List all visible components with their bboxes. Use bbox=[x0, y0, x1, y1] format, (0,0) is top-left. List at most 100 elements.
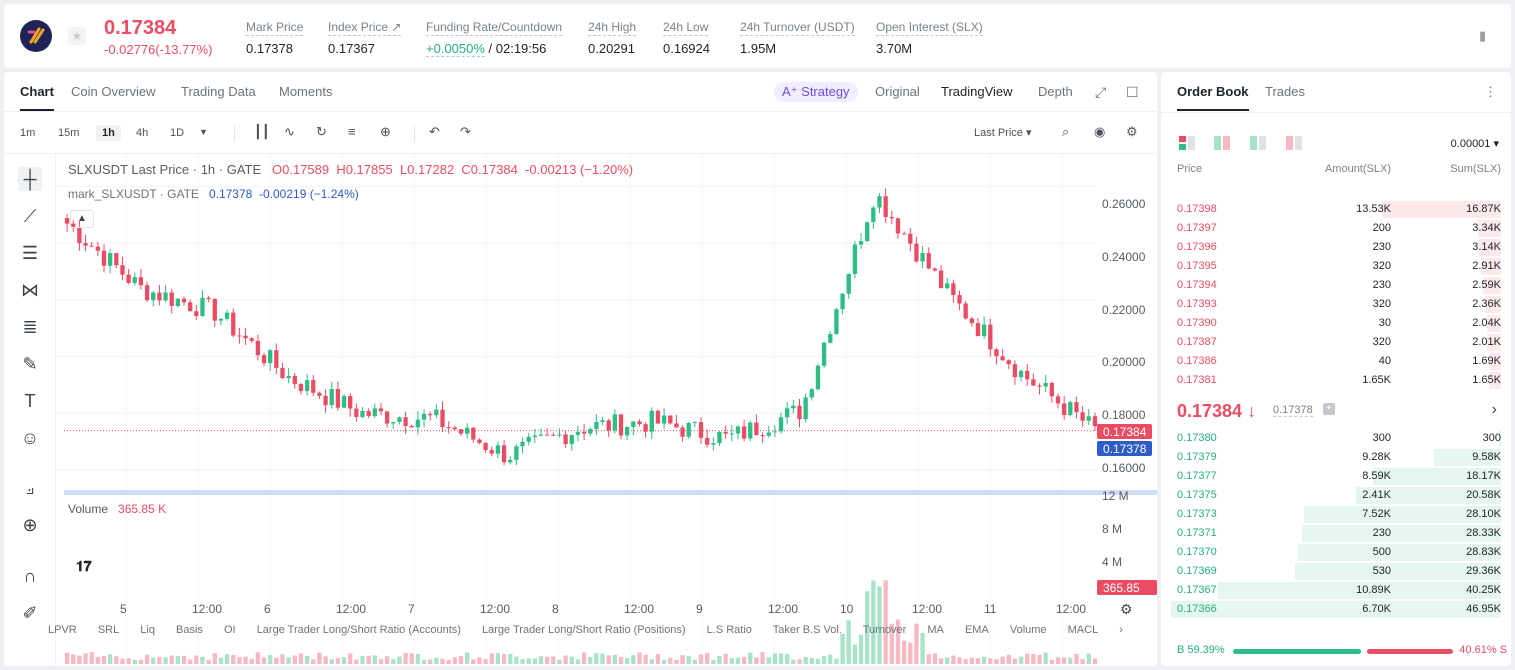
indicator-ls-positions[interactable]: Large Trader Long/Short Ratio (Positions… bbox=[481, 624, 686, 636]
expand-icon[interactable]: ⤢ bbox=[1095, 84, 1107, 100]
price-type-select[interactable]: Last Price ▾ bbox=[974, 127, 1032, 139]
timeframe-15m[interactable]: 15m bbox=[58, 127, 80, 139]
price-chart[interactable] bbox=[56, 154, 1157, 666]
bid-row[interactable]: 0.17373 7.52K 28.10K bbox=[1161, 505, 1511, 524]
volume-bar bbox=[575, 659, 581, 664]
axis-settings-icon[interactable]: ⚙ bbox=[1120, 601, 1133, 617]
chevron-right-icon[interactable]: › bbox=[1491, 401, 1497, 418]
candle-body bbox=[231, 312, 236, 336]
indicator-macd[interactable]: MACL bbox=[1067, 624, 1099, 636]
info-icon[interactable]: + bbox=[1323, 403, 1335, 415]
timeframe-1m[interactable]: 1m bbox=[20, 127, 36, 139]
timeframe-1d[interactable]: 1D bbox=[170, 127, 185, 139]
ask-row[interactable]: 0.17386 40 1.69K bbox=[1161, 352, 1511, 371]
brush-icon[interactable]: ✎ bbox=[22, 354, 38, 374]
indicators-icon[interactable]: ∿ bbox=[284, 124, 295, 139]
view-depth[interactable]: Depth bbox=[1038, 84, 1073, 99]
indicator-srl[interactable]: SRL bbox=[97, 624, 120, 636]
funding-label[interactable]: Funding Rate/Countdown bbox=[426, 20, 563, 36]
add-icon[interactable]: ⊕ bbox=[380, 124, 391, 139]
timeframe-1h[interactable]: 1h bbox=[96, 125, 121, 141]
indicator-liq[interactable]: Liq bbox=[140, 624, 155, 636]
fib-icon[interactable]: ≣ bbox=[22, 317, 38, 337]
settings-gear-icon[interactable]: ⚙ bbox=[1126, 124, 1138, 139]
pattern-icon[interactable]: ⋈ bbox=[21, 280, 39, 300]
ask-row[interactable]: 0.17390 30 2.04K bbox=[1161, 314, 1511, 333]
view-mixed-icon[interactable] bbox=[1214, 136, 1230, 150]
open-interest-label[interactable]: Open Interest (SLX) bbox=[876, 20, 983, 36]
indicator-ma[interactable]: MA bbox=[927, 624, 944, 636]
crosshair-icon[interactable]: ┼ bbox=[18, 167, 42, 191]
indicator-oi[interactable]: OI bbox=[224, 624, 236, 636]
tab-moments[interactable]: Moments bbox=[279, 84, 333, 99]
indicator-volume[interactable]: Volume bbox=[1009, 624, 1047, 636]
strategy-button[interactable]: A⁺ Strategy bbox=[774, 82, 858, 102]
ask-row[interactable]: 0.17397 200 3.34K bbox=[1161, 219, 1511, 238]
ask-row[interactable]: 0.17381 1.65K 1.65K bbox=[1161, 371, 1511, 390]
candle-type-icon[interactable]: ┃┃ bbox=[254, 124, 270, 139]
mid-mark-price[interactable]: 0.17378 bbox=[1273, 404, 1313, 417]
indicator-turnover[interactable]: Turnover bbox=[862, 624, 907, 636]
tab-chart[interactable]: Chart bbox=[20, 84, 54, 111]
mark-price-label[interactable]: Mark Price bbox=[246, 20, 304, 36]
ask-row[interactable]: 0.17393 320 2.36K bbox=[1161, 295, 1511, 314]
index-price-value: 0.17367 bbox=[328, 41, 375, 56]
bid-row[interactable]: 0.17367 10.89K 40.25K bbox=[1161, 581, 1511, 600]
bid-row[interactable]: 0.17379 9.28K 9.58K bbox=[1161, 448, 1511, 467]
collapse-legend-button[interactable]: ▲ bbox=[70, 210, 94, 228]
template-icon[interactable]: ≡ bbox=[348, 124, 356, 139]
timeframe-dropdown-icon[interactable]: ▼ bbox=[199, 127, 208, 137]
horizontal-lines-icon[interactable]: ☰ bbox=[21, 243, 39, 263]
undo-icon[interactable]: ↶ bbox=[429, 124, 440, 139]
timeframe-4h[interactable]: 4h bbox=[136, 127, 149, 139]
emoji-icon[interactable]: ☺ bbox=[20, 428, 40, 448]
volume-bar bbox=[975, 658, 981, 664]
trend-line-icon[interactable]: ⟋ bbox=[23, 206, 37, 226]
precision-select[interactable]: 0.00001 ▾ bbox=[1450, 138, 1499, 150]
zoom-in-icon[interactable]: ⊕ bbox=[22, 515, 38, 535]
bid-row[interactable]: 0.17366 6.70K 46.95K bbox=[1161, 600, 1511, 619]
search-icon[interactable]: ⌕ bbox=[1062, 124, 1070, 139]
time-axis-label: 12:00 bbox=[1056, 602, 1087, 616]
indicator-ls-ratio[interactable]: L.S Ratio bbox=[706, 624, 752, 636]
tab-order-book[interactable]: Order Book bbox=[1177, 84, 1249, 111]
book-icon[interactable]: ▮ bbox=[1479, 28, 1487, 43]
tab-coin-overview[interactable]: Coin Overview bbox=[71, 84, 156, 99]
view-asks-icon[interactable] bbox=[1286, 136, 1302, 150]
bid-row[interactable]: 0.17370 500 28.83K bbox=[1161, 543, 1511, 562]
indicator-basis[interactable]: Basis bbox=[176, 624, 203, 636]
view-tradingview[interactable]: TradingView bbox=[941, 84, 1013, 99]
ask-row[interactable]: 0.17398 13.53K 16.87K bbox=[1161, 200, 1511, 219]
indicator-taker-vol[interactable]: Taker B.S Vol. bbox=[772, 624, 842, 636]
tab-trades[interactable]: Trades bbox=[1265, 84, 1305, 99]
indicator-ema[interactable]: EMA bbox=[964, 624, 989, 636]
bid-row[interactable]: 0.17380 300 300 bbox=[1161, 429, 1511, 448]
ask-row[interactable]: 0.17395 320 2.91K bbox=[1161, 257, 1511, 276]
refresh-icon[interactable]: ↻ bbox=[316, 124, 327, 139]
funding-rate[interactable]: +0.0050% bbox=[426, 41, 485, 57]
pencil-lock-icon[interactable]: ✐ bbox=[22, 603, 38, 623]
ask-row[interactable]: 0.17394 230 2.59K bbox=[1161, 276, 1511, 295]
ask-row[interactable]: 0.17396 230 3.14K bbox=[1161, 238, 1511, 257]
indicator-ls-accounts[interactable]: Large Trader Long/Short Ratio (Accounts) bbox=[256, 624, 461, 636]
magnet-icon[interactable]: ∩ bbox=[23, 566, 37, 586]
indicator-next-icon[interactable]: › bbox=[1119, 624, 1123, 636]
bid-row[interactable]: 0.17377 8.59K 18.17K bbox=[1161, 467, 1511, 486]
index-price-label[interactable]: Index Price ↗ bbox=[328, 20, 402, 36]
view-bids-icon[interactable] bbox=[1250, 136, 1266, 150]
window-icon[interactable]: ☐ bbox=[1126, 84, 1139, 100]
more-menu-icon[interactable]: ⋮ bbox=[1484, 84, 1497, 99]
tab-trading-data[interactable]: Trading Data bbox=[181, 84, 256, 99]
bid-row[interactable]: 0.17371 230 28.33K bbox=[1161, 524, 1511, 543]
indicator-lpvr[interactable]: LPVR bbox=[48, 624, 77, 636]
bid-row[interactable]: 0.17369 530 29.36K bbox=[1161, 562, 1511, 581]
bid-row[interactable]: 0.17375 2.41K 20.58K bbox=[1161, 486, 1511, 505]
redo-icon[interactable]: ↷ bbox=[460, 124, 471, 139]
view-original[interactable]: Original bbox=[875, 84, 920, 99]
favorite-star-icon[interactable]: ★ bbox=[68, 27, 86, 45]
ask-row[interactable]: 0.17387 320 2.01K bbox=[1161, 333, 1511, 352]
ruler-icon[interactable]: ⟓ bbox=[25, 478, 35, 498]
view-both-icon[interactable] bbox=[1179, 136, 1195, 150]
camera-icon[interactable]: ◉ bbox=[1094, 124, 1106, 139]
text-tool-icon[interactable]: T bbox=[24, 391, 36, 411]
